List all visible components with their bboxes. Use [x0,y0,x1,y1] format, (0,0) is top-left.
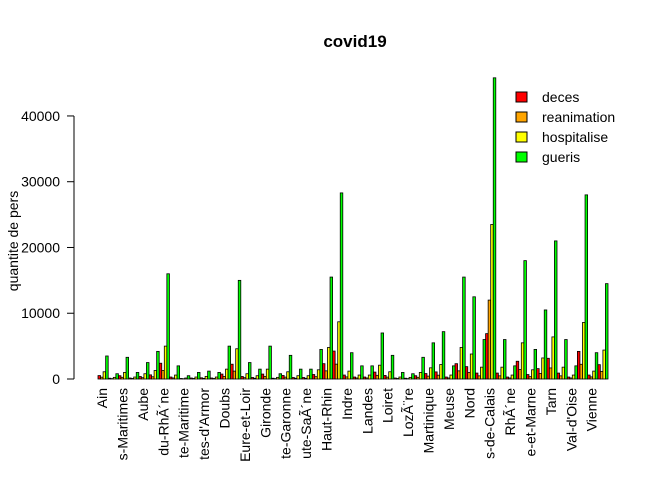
bar [492,77,497,380]
legend-swatch [515,131,528,143]
bar [543,309,548,380]
x-tick-label: Doubs [217,388,233,428]
bar [452,365,456,380]
bar [360,365,364,380]
bar [533,349,537,380]
legend-swatch [515,151,528,163]
bar [482,339,486,380]
y-tick-label: 20000 [21,239,60,255]
y-tick-label: 30000 [21,174,60,190]
x-tick-label: Nord [461,388,477,418]
x-tick-label: te-Garonne [278,388,294,459]
bar [390,354,395,380]
legend-label: reanimation [542,109,615,125]
bar [309,368,313,380]
chart-title: covid19 [323,32,386,51]
bar [258,368,262,380]
bar [421,356,425,380]
bar [564,339,568,380]
legend-label: deces [542,89,579,105]
bar [350,352,354,380]
bar [186,375,191,380]
x-tick-label: Landes [359,388,375,434]
bar [248,362,252,380]
x-tick-label: du-RhÃ´ne [155,388,171,456]
bar [146,362,150,380]
bar [523,260,527,380]
bar [278,373,282,380]
bar [237,279,242,380]
bar [554,240,558,380]
y-axis-label: quantite de pers [5,191,21,291]
bar [105,355,109,380]
x-tick-label: Loiret [380,388,396,423]
bar [431,342,435,380]
x-tick-label: Meuse [441,388,457,430]
bar [605,283,609,380]
x-tick-label: Gironde [257,388,273,438]
bar [268,345,272,380]
x-tick-label: Haut-Rhin [319,388,335,451]
legend-swatch [515,91,528,103]
bar [380,332,384,380]
bar [217,372,221,380]
x-tick-label: Ain [94,388,110,408]
bar [503,339,507,380]
bar [135,372,140,380]
bar [299,368,303,380]
bar [176,365,181,380]
x-tick-label: tes-d'Armor [196,388,212,460]
x-tick-label: Martinique [421,388,437,454]
x-tick-label: Indre [339,388,355,420]
bar [156,350,160,380]
bar [513,365,517,380]
x-tick-label: te-Maritime [176,388,192,458]
bar [319,349,323,380]
x-tick-label: e-et-Marne [523,388,539,457]
y-tick-label: 10000 [21,305,60,321]
bar [370,365,374,380]
bar [401,372,405,380]
bar [288,354,293,380]
x-tick-label: Val-d'Oise [563,388,579,451]
y-tick-label: 40000 [21,108,60,124]
bar [329,276,333,380]
bar [115,373,119,380]
bar [411,373,415,380]
y-tick-label: 0 [52,371,60,387]
bar [125,356,130,380]
x-tick-label: ute-SaÃ´ne [298,388,314,459]
x-tick-label: LozÃ¨re [400,388,416,437]
x-tick-label: s-de-Calais [482,388,498,459]
bar [207,370,211,380]
bar [472,296,476,380]
bar [594,352,599,380]
bar [462,276,466,380]
bar [574,365,578,380]
x-tick-label: Vienne [584,388,600,432]
legend-label: hospitalise [542,129,608,145]
x-tick-label: s-Maritimes [115,388,131,460]
bar [441,331,446,380]
bar [166,273,170,380]
bar [197,372,201,380]
bar [584,194,588,380]
x-tick-label: RhÃ´ne [502,388,518,436]
legend-swatch [515,111,528,123]
legend-label: gueris [542,149,580,165]
bar [339,192,344,380]
x-tick-label: Eure-et-Loir [237,388,253,462]
x-tick-label: Aube [135,388,151,421]
bar [227,345,232,380]
x-tick-label: Tarn [543,388,559,415]
